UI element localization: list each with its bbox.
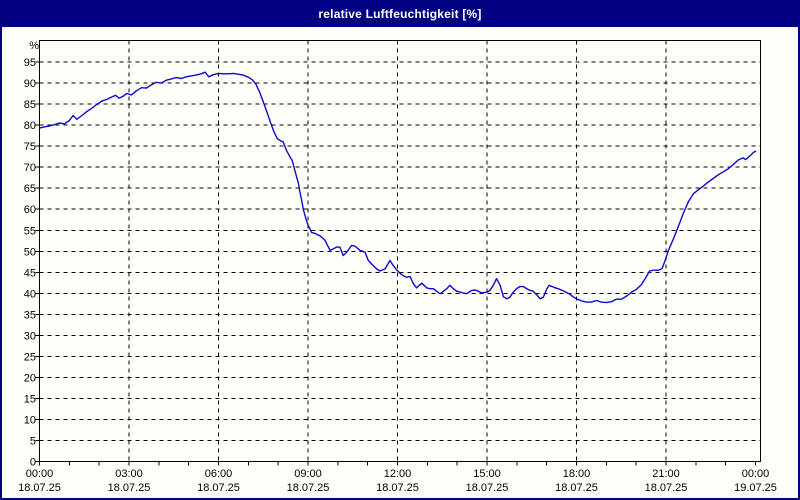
y-tick-label: 0 bbox=[30, 457, 36, 469]
y-tick-label: 45 bbox=[24, 267, 36, 279]
x-tick-time-label: 15:00 bbox=[473, 468, 501, 480]
y-tick-label: 20 bbox=[24, 372, 36, 384]
x-tick-time-label: 18:00 bbox=[563, 468, 591, 480]
x-tick-time-label: 06:00 bbox=[205, 468, 233, 480]
y-tick-label: 60 bbox=[24, 204, 36, 216]
y-tick-label: 25 bbox=[24, 351, 36, 363]
y-tick-label: 35 bbox=[24, 309, 36, 321]
x-tick-date-label: 18.07.25 bbox=[18, 482, 61, 494]
y-tick-label: 30 bbox=[24, 330, 36, 342]
y-tick-label: 65 bbox=[24, 183, 36, 195]
x-tick-date-label: 18.07.25 bbox=[197, 482, 240, 494]
y-tick-label: 5 bbox=[30, 435, 36, 447]
y-tick-label: 55 bbox=[24, 225, 36, 237]
plot-border bbox=[39, 40, 761, 462]
y-tick-label: 80 bbox=[24, 120, 36, 132]
y-tick-label: 85 bbox=[24, 99, 36, 111]
x-tick-time-label: 21:00 bbox=[652, 468, 680, 480]
x-tick-date-label: 18.07.25 bbox=[108, 482, 151, 494]
x-tick-time-label: 09:00 bbox=[294, 468, 322, 480]
y-tick-label: 50 bbox=[24, 246, 36, 258]
x-tick-date-label: 18.07.25 bbox=[555, 482, 598, 494]
y-tick-label: 75 bbox=[24, 141, 36, 153]
x-tick-time-label: 12:00 bbox=[384, 468, 412, 480]
y-tick-label: 70 bbox=[24, 162, 36, 174]
x-tick-time-label: 00:00 bbox=[742, 468, 770, 480]
x-tick-date-label: 18.07.25 bbox=[287, 482, 330, 494]
y-tick-label: 15 bbox=[24, 393, 36, 405]
y-tick-label: 10 bbox=[24, 414, 36, 426]
y-tick-label: 95 bbox=[24, 57, 36, 69]
window-title: relative Luftfeuchtigkeit [%] bbox=[2, 2, 798, 27]
x-tick-date-label: 18.07.25 bbox=[376, 482, 419, 494]
x-tick-time-label: 03:00 bbox=[115, 468, 143, 480]
y-tick-label: 40 bbox=[24, 288, 36, 300]
humidity-series-line bbox=[38, 71, 757, 304]
x-tick-date-label: 18.07.25 bbox=[645, 482, 688, 494]
x-tick-date-label: 19.07.25 bbox=[734, 482, 777, 494]
x-tick-time-label: 00:00 bbox=[26, 468, 54, 480]
y-axis-unit-label: % bbox=[29, 40, 39, 52]
x-tick-date-label: 18.07.25 bbox=[466, 482, 509, 494]
y-tick-label: 90 bbox=[24, 78, 36, 90]
